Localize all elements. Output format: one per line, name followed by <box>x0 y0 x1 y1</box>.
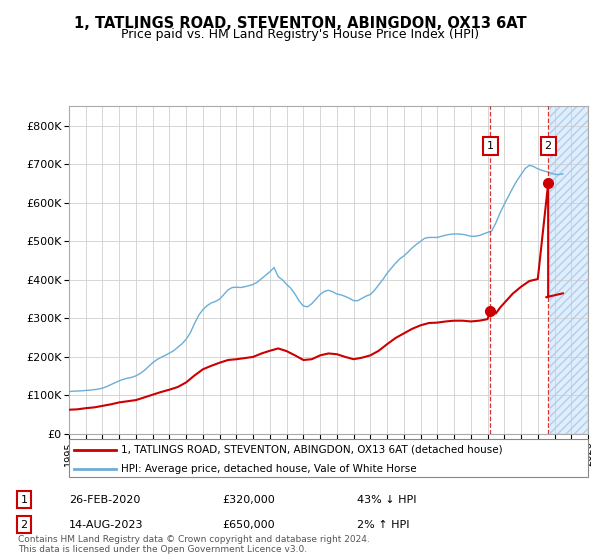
Text: 1: 1 <box>487 141 494 151</box>
Text: 14-AUG-2023: 14-AUG-2023 <box>69 520 143 530</box>
Bar <box>550 106 588 434</box>
Text: 1, TATLINGS ROAD, STEVENTON, ABINGDON, OX13 6AT: 1, TATLINGS ROAD, STEVENTON, ABINGDON, O… <box>74 16 526 31</box>
Text: 2: 2 <box>545 141 552 151</box>
Text: HPI: Average price, detached house, Vale of White Horse: HPI: Average price, detached house, Vale… <box>121 464 416 474</box>
Text: £320,000: £320,000 <box>222 494 275 505</box>
Text: 1, TATLINGS ROAD, STEVENTON, ABINGDON, OX13 6AT (detached house): 1, TATLINGS ROAD, STEVENTON, ABINGDON, O… <box>121 445 503 455</box>
Text: 2% ↑ HPI: 2% ↑ HPI <box>357 520 409 530</box>
Text: Contains HM Land Registry data © Crown copyright and database right 2024.
This d: Contains HM Land Registry data © Crown c… <box>18 535 370 554</box>
Text: 43% ↓ HPI: 43% ↓ HPI <box>357 494 416 505</box>
Text: 26-FEB-2020: 26-FEB-2020 <box>69 494 140 505</box>
Text: 1: 1 <box>20 494 28 505</box>
Text: £650,000: £650,000 <box>222 520 275 530</box>
Bar <box>550 106 588 434</box>
Text: Price paid vs. HM Land Registry's House Price Index (HPI): Price paid vs. HM Land Registry's House … <box>121 28 479 41</box>
Text: 2: 2 <box>20 520 28 530</box>
